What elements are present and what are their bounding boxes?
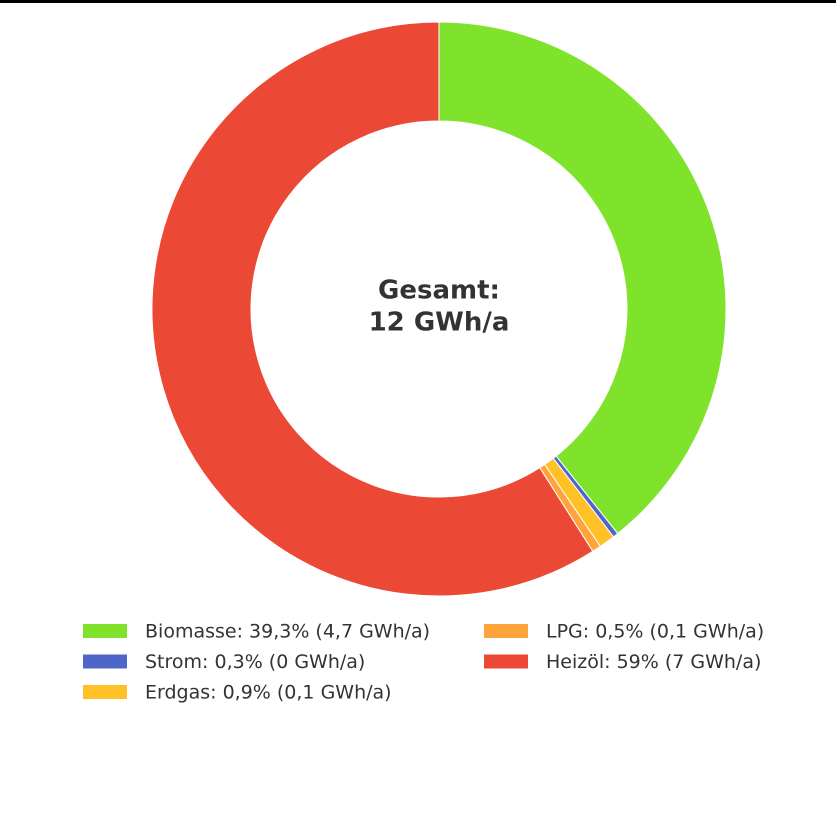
legend-swatch (83, 654, 127, 669)
legend-label: Erdgas: 0,9% (0,1 GWh/a) (145, 682, 392, 704)
legend-label: Heizöl: 59% (7 GWh/a) (546, 651, 761, 673)
legend-label: LPG: 0,5% (0,1 GWh/a) (546, 621, 764, 643)
top-border (0, 0, 836, 3)
center-label: Gesamt: (378, 276, 500, 306)
donut-slice (151, 21, 594, 597)
legend-label: Biomasse: 39,3% (4,7 GWh/a) (145, 621, 430, 643)
legend-swatch (83, 685, 127, 699)
donut-slice (438, 21, 727, 535)
legend-swatch (83, 624, 127, 638)
legend-swatch (484, 624, 528, 638)
center-label: 12 GWh/a (369, 308, 510, 338)
legend-label: Strom: 0,3% (0 GWh/a) (145, 651, 365, 673)
legend-swatch (484, 654, 528, 669)
